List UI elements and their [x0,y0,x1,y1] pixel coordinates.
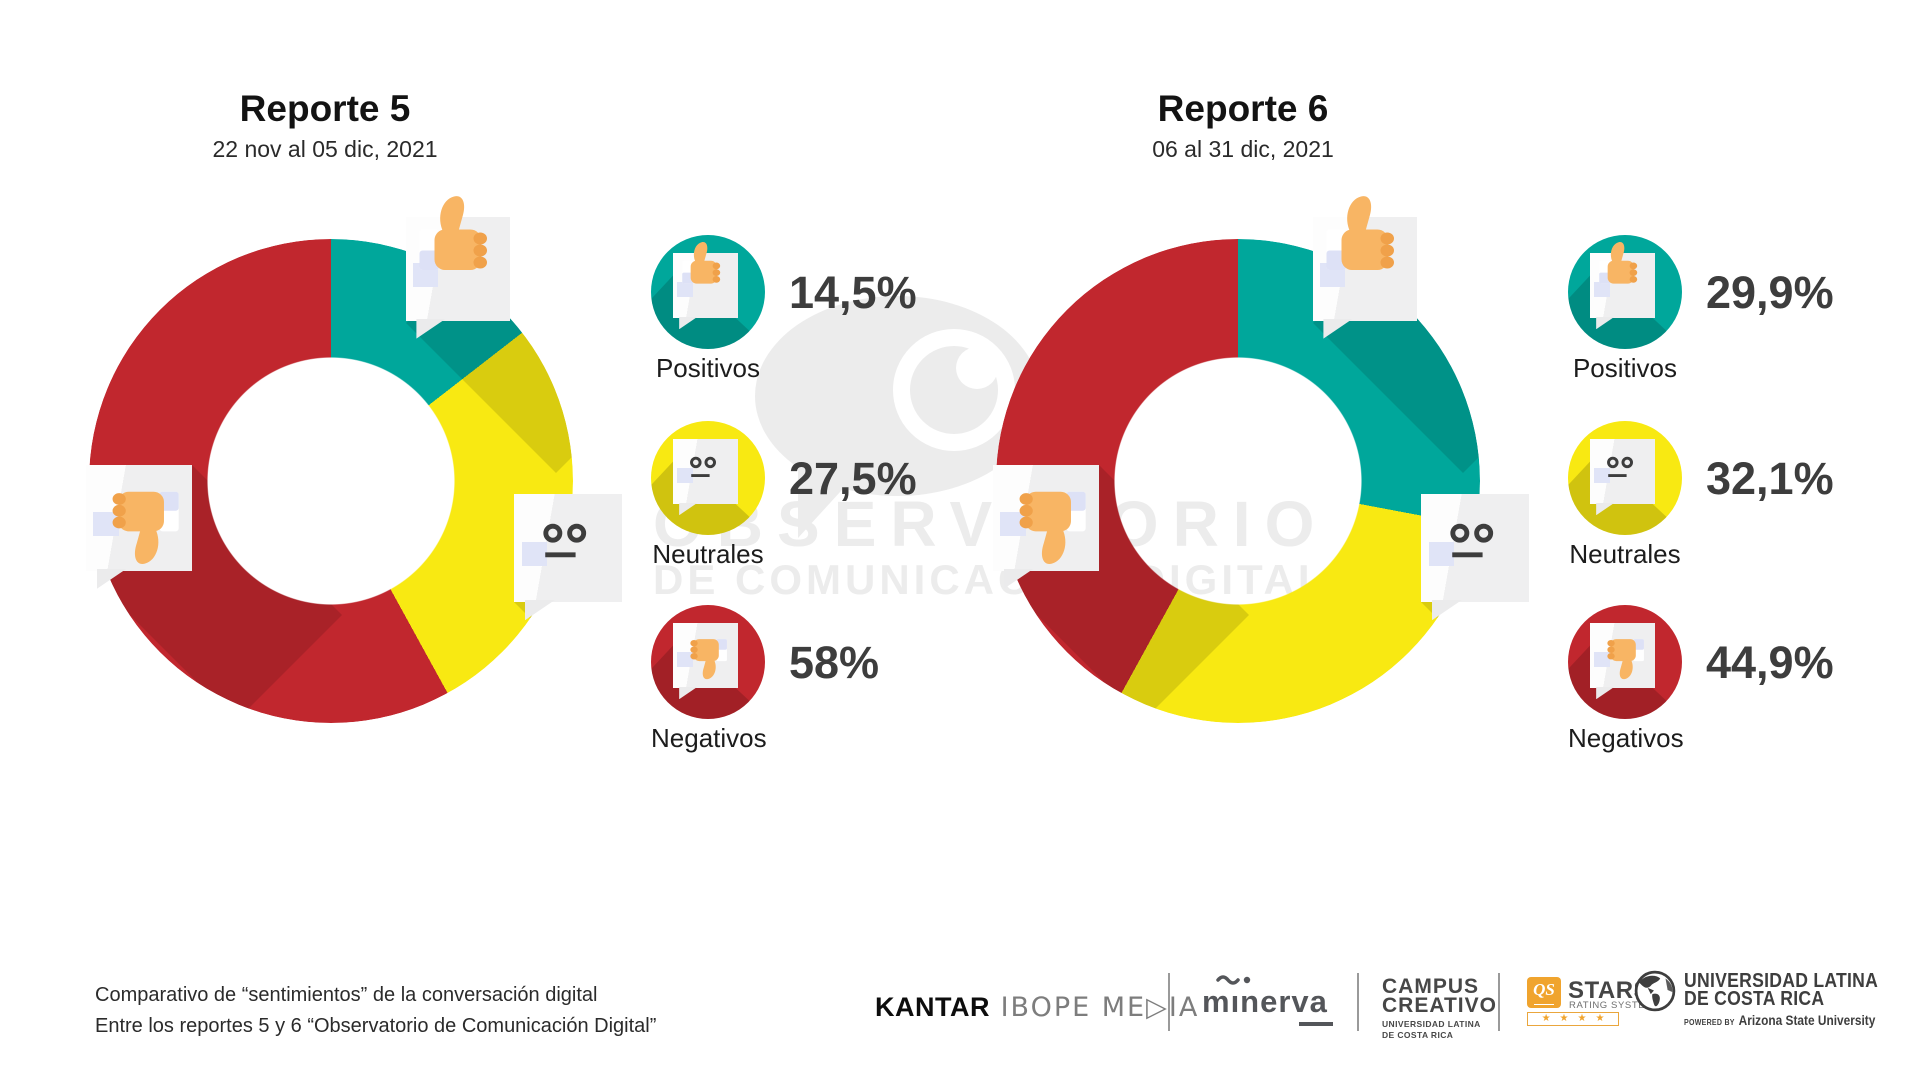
neutral-face-bubble [514,494,622,621]
footer-caption: Comparativo de “sentimientos” de la conv… [95,980,656,1042]
legend-label: Positivos [655,353,761,383]
powered-by-asu: POWERED BY Arizona State University [1684,1012,1878,1030]
thumbs-up-bubble [406,196,510,339]
thumbs-down-icon [112,491,179,564]
report-5-header: Reporte 5 22 nov al 05 dic, 2021 [75,88,575,163]
footer-caption-line2: Entre los reportes 5 y 6 “Observatorio d… [95,1015,657,1037]
legend-label: Negativos [651,723,767,753]
thumbs-down-bubble [993,465,1099,590]
legend-item-negativos: 58% Negativos [651,605,931,780]
legend-percent: 58% [789,637,880,688]
minerva-underline [1299,1022,1333,1026]
legend-badge-neutrales [651,421,765,535]
legend-item-negativos: 44,9% Negativos [1568,605,1848,780]
badge-bubble [1589,623,1655,700]
neutral-face-bubble [1421,494,1529,621]
qs-underline [1534,1004,1554,1005]
legend-item-neutrales: 27,5% Neutrales [651,421,931,596]
badge-bubble [672,623,738,700]
thumbs-up-icon [1326,196,1394,270]
minerva-wave-icon [1216,975,1251,985]
bubble-tail [1596,686,1615,700]
asu-text: Arizona State University [1738,1013,1876,1028]
legend-badge-neutrales [1568,421,1682,535]
neutral-face-icon [1606,456,1633,478]
legend-label: Positivos [1572,353,1678,383]
thumbs-up-bubble [1313,196,1417,339]
legend-badge-negativos [1568,605,1682,719]
chart-subtitle: 22 nov al 05 dic, 2021 [212,136,438,162]
watermark-eye-highlight [956,347,998,389]
legend-percent: 44,9% [1706,637,1834,688]
rating-system-text: RATING SYSTEM [1569,1000,1654,1011]
bubble-tail [679,502,698,516]
report-6-header: Reporte 6 06 al 31 dic, 2021 [993,88,1493,163]
kantar-ibope-media-logo: KANTAR IBOPE ME▷IA [875,992,1199,1023]
thumbs-up-icon [681,242,720,284]
legend-item-positivos: 29,9% Positivos [1568,235,1848,410]
legend-item-neutrales: 32,1% Neutrales [1568,421,1848,596]
universidad-latina-logo: UNIVERSIDAD LATINA DE COSTA RICA POWERED… [1684,970,1879,1030]
campus-sub2: DE COSTA RICA [1382,1030,1454,1040]
badge-bubble [672,439,738,516]
ulatina-line2: DE COSTA RICA [1684,988,1825,1010]
qs-letters: QS [1533,980,1555,999]
neutral-face-icon [1440,518,1510,570]
donut-chart-reporte-5 [89,239,573,723]
badge-bubble [1589,242,1655,330]
thumbs-down-icon [1019,491,1086,564]
legend-percent: 32,1% [1706,453,1834,504]
logo-divider [1498,973,1500,1031]
thumbs-up-icon [419,196,487,270]
neutral-face-icon [689,456,716,478]
badge-bubble [1589,439,1655,516]
kantar-wordmark: KANTAR [875,992,990,1022]
thumbs-down-icon [1607,639,1644,680]
bubble-tail [679,686,698,700]
campus-line2: CREATIVO [1382,994,1497,1017]
neutral-face-icon [533,518,603,570]
legend-badge-negativos [651,605,765,719]
campus-line1: CAMPUS [1382,975,1480,998]
ibope-media-wordmark: IBOPE ME▷IA [989,992,1200,1023]
bubble-tail [679,316,698,330]
campus-sub1: UNIVERSIDAD LATINA [1382,1019,1481,1029]
legend-badge-positivos [651,235,765,349]
logo-divider [1357,973,1359,1031]
legend-badge-positivos [1568,235,1682,349]
powered-by-text: POWERED BY [1684,1018,1735,1027]
ulatina-line1: UNIVERSIDAD LATINA [1684,970,1879,992]
legend-item-positivos: 14,5% Positivos [651,235,931,410]
chart-title: Reporte 5 [239,88,411,129]
legend-percent: 29,9% [1706,267,1834,318]
thumbs-up-icon [1598,242,1637,284]
legend-percent: 14,5% [789,267,917,318]
bubble-tail [1596,316,1615,330]
thumbs-down-bubble [86,465,192,590]
logo-divider [1168,973,1170,1031]
bubble-tail [1596,502,1615,516]
legend-percent: 27,5% [789,453,917,504]
thumbs-down-icon [690,639,727,680]
campus-creativo-logo: CAMPUS CREATIVO UNIVERSIDAD LATINA DE CO… [1382,975,1497,1040]
chart-title: Reporte 6 [1157,88,1329,129]
legend-label: Neutrales [652,539,764,569]
globe-icon [1634,970,1676,1012]
legend-label: Negativos [1568,723,1684,753]
four-stars-rating: ★★★★ [1527,1012,1619,1026]
badge-bubble [672,242,738,330]
qs-logo-badge: QS [1527,977,1561,1008]
chart-subtitle: 06 al 31 dic, 2021 [1152,136,1334,162]
minerva-logo: mınerva [1202,984,1328,1019]
footer-caption-line1: Comparativo de “sentimientos” de la conv… [95,984,598,1006]
legend-label: Neutrales [1569,539,1681,569]
